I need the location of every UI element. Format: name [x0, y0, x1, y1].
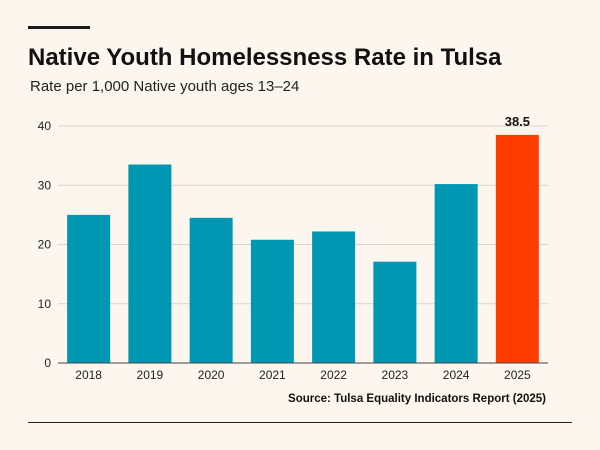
- bar: [128, 164, 172, 363]
- x-tick-label: 2020: [198, 368, 225, 382]
- bar: [434, 184, 478, 363]
- x-tick-label: 2024: [443, 368, 470, 382]
- y-tick-label: 20: [38, 238, 52, 252]
- y-tick-label: 0: [44, 356, 51, 370]
- x-tick-label: 2019: [137, 368, 164, 382]
- bar: [250, 239, 294, 363]
- y-tick-label: 30: [38, 178, 52, 192]
- chart-subtitle: Rate per 1,000 Native youth ages 13–24: [30, 78, 300, 95]
- bar: [373, 261, 417, 363]
- x-tick-label: 2021: [259, 368, 286, 382]
- x-tick-label: 2025: [504, 368, 531, 382]
- bar: [495, 134, 539, 363]
- title-accent-rule: [28, 26, 90, 29]
- x-tick-label: 2018: [75, 368, 102, 382]
- bar: [67, 214, 111, 363]
- x-tick-label: 2022: [320, 368, 347, 382]
- x-tick-label: 2023: [382, 368, 409, 382]
- y-tick-label: 10: [38, 297, 52, 311]
- y-tick-label: 40: [38, 119, 52, 133]
- bar: [189, 217, 233, 363]
- source-note: Source: Tulsa Equality Indicators Report…: [288, 393, 546, 405]
- bottom-rule: [28, 422, 572, 423]
- bar: [312, 231, 356, 363]
- chart-title: Native Youth Homelessness Rate in Tulsa: [28, 44, 502, 71]
- data-label: 38.5: [505, 114, 530, 129]
